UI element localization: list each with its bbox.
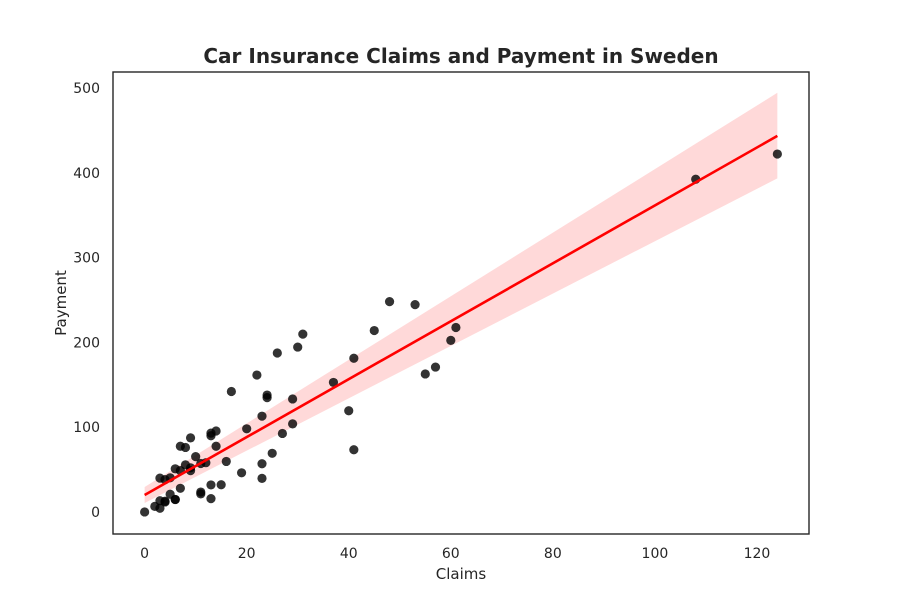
data-point [410,300,420,310]
data-point [288,394,298,404]
data-point [242,424,252,434]
data-point [328,377,339,388]
data-point [772,149,782,159]
data-point [262,390,272,400]
data-point [196,489,206,499]
x-tick-label: 20 [238,546,256,562]
y-axis-ticks: 0 100 200 300 400 500 [73,81,100,521]
data-point [430,362,441,372]
data-point [155,473,165,483]
data-point [140,507,150,517]
data-point [451,322,461,333]
chart-title: Car Insurance Claims and Payment in Swed… [203,44,718,68]
data-point [170,494,180,505]
data-point [344,406,354,416]
data-point [185,433,196,443]
x-tick-label: 120 [744,546,771,562]
data-point [160,496,170,506]
x-axis-ticks: 0 20 40 60 80 100 120 [140,546,770,562]
y-tick-label: 400 [73,166,100,182]
data-point [298,329,308,339]
data-point [288,419,298,429]
data-point [180,442,191,453]
data-point [191,452,201,462]
y-tick-label: 500 [73,81,100,97]
x-axis-label: Claims [436,565,487,583]
y-tick-label: 300 [73,251,100,267]
data-point [206,480,216,490]
data-point [170,464,180,474]
data-point [236,468,247,478]
x-tick-label: 100 [642,546,669,562]
data-point [267,448,277,458]
x-tick-label: 40 [340,546,358,562]
data-point [175,483,185,493]
x-tick-label: 0 [140,546,149,562]
data-point [211,441,221,451]
data-point [221,456,231,467]
y-tick-label: 100 [73,420,100,436]
plot-area [140,92,782,517]
data-point [272,348,282,358]
y-axis-label: Payment [52,270,70,336]
data-point [349,445,359,455]
data-point [216,480,226,490]
x-tick-label: 80 [544,546,562,562]
data-point [252,370,262,380]
data-point [384,297,395,307]
data-point [277,428,288,439]
y-tick-label: 0 [91,505,100,521]
data-point [369,325,379,336]
data-point [420,369,430,379]
y-tick-label: 200 [73,335,100,351]
data-point [446,335,456,345]
data-point [180,460,191,470]
data-point [155,503,165,513]
data-point [293,342,303,352]
data-point [206,494,216,504]
data-point [257,459,267,469]
data-point [257,411,267,421]
regression-line [143,134,779,497]
confidence-band [144,92,778,504]
x-tick-label: 60 [442,546,460,562]
data-point [349,353,359,363]
plot-frame [112,71,810,535]
data-point [226,386,236,397]
data-point [211,426,221,436]
data-point [257,473,267,483]
